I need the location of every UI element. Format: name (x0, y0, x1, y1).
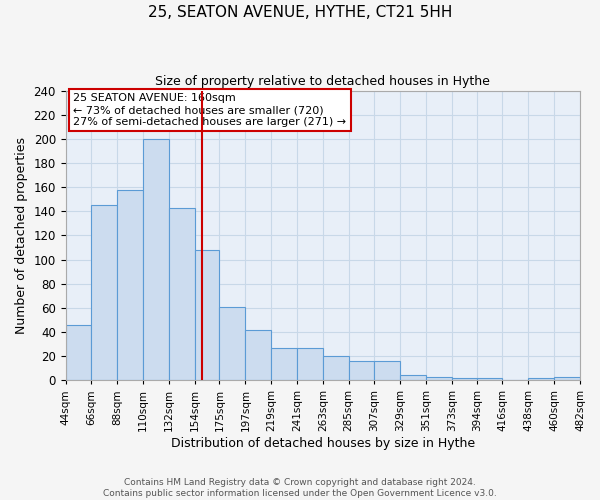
Bar (91, 205, 118, 380)
Bar (426, 376, 452, 380)
Text: Contains HM Land Registry data © Crown copyright and database right 2024.
Contai: Contains HM Land Registry data © Crown c… (103, 478, 497, 498)
Bar (349, 361, 374, 380)
Bar (323, 356, 349, 380)
Bar (118, 190, 143, 380)
Bar (374, 361, 400, 380)
Text: 25, SEATON AVENUE, HYTHE, CT21 5HH: 25, SEATON AVENUE, HYTHE, CT21 5HH (148, 5, 452, 20)
Bar (271, 348, 297, 380)
Bar (245, 330, 271, 380)
Bar (65, 325, 91, 380)
Bar (400, 376, 426, 380)
Text: 25 SEATON AVENUE: 160sqm
← 73% of detached houses are smaller (720)
27% of semi-: 25 SEATON AVENUE: 160sqm ← 73% of detach… (73, 94, 346, 126)
Y-axis label: Number of detached properties: Number of detached properties (15, 137, 28, 334)
Bar (169, 208, 195, 380)
Bar (529, 378, 554, 380)
Bar (143, 139, 169, 380)
Bar (195, 250, 220, 380)
Bar (220, 306, 245, 380)
Bar (452, 378, 476, 380)
Bar (297, 348, 323, 380)
Bar (554, 376, 580, 380)
Bar (476, 378, 502, 380)
Title: Size of property relative to detached houses in Hythe: Size of property relative to detached ho… (155, 75, 490, 88)
X-axis label: Distribution of detached houses by size in Hythe: Distribution of detached houses by size … (171, 437, 475, 450)
